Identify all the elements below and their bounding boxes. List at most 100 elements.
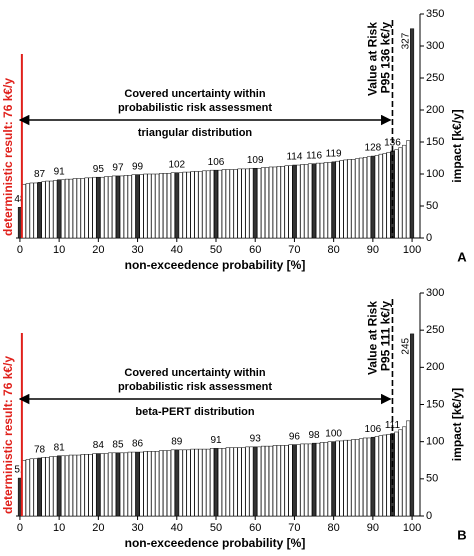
bar xyxy=(198,448,203,517)
bar xyxy=(288,444,293,517)
bar xyxy=(370,155,375,239)
distribution-label: beta-PERT distribution xyxy=(135,406,254,418)
bar xyxy=(308,443,313,517)
bar xyxy=(174,449,179,517)
bar xyxy=(155,173,160,239)
x-tick-label: 80 xyxy=(328,522,340,534)
bar xyxy=(319,442,324,517)
bar xyxy=(131,451,136,517)
bar xyxy=(115,452,120,517)
bar xyxy=(61,455,66,517)
bar xyxy=(398,429,403,517)
bar xyxy=(210,169,215,239)
deterministic-label: deterministic result: 76 k€/y xyxy=(1,356,15,514)
value-label: 245 xyxy=(401,337,412,354)
bar xyxy=(53,180,58,239)
covered-label: Covered uncertainty within xyxy=(124,88,265,100)
bar xyxy=(49,456,54,517)
bar xyxy=(382,153,387,239)
bar xyxy=(264,167,269,239)
bar xyxy=(394,431,399,517)
bar xyxy=(202,170,207,239)
bar xyxy=(355,158,360,239)
bar xyxy=(123,452,128,517)
bar xyxy=(257,167,262,239)
bar xyxy=(221,448,226,517)
covered-label: Covered uncertainty within xyxy=(124,367,265,379)
bar xyxy=(394,149,399,239)
bar xyxy=(45,457,50,517)
bar xyxy=(112,175,117,239)
bar xyxy=(210,448,215,517)
bar xyxy=(382,434,387,517)
bar xyxy=(206,170,211,239)
bar xyxy=(92,176,97,239)
bar xyxy=(29,458,34,517)
bar xyxy=(61,179,66,239)
value-label: 97 xyxy=(112,163,124,174)
x-tick-label: 10 xyxy=(53,244,65,256)
y-tick-label: 0 xyxy=(426,232,432,244)
bar xyxy=(37,182,42,239)
bar xyxy=(370,436,375,517)
x-tick-label: 40 xyxy=(171,244,183,256)
bar xyxy=(166,450,171,517)
bar xyxy=(213,169,219,239)
value-label: 100 xyxy=(325,428,342,439)
bar xyxy=(76,178,81,239)
bar xyxy=(355,439,360,517)
bar xyxy=(343,439,348,517)
bar xyxy=(143,451,148,517)
bar xyxy=(170,172,175,239)
bar xyxy=(72,178,77,239)
x-tick-label: 90 xyxy=(367,244,379,256)
bar xyxy=(253,446,258,517)
bar xyxy=(319,162,324,239)
y-tick-label: 200 xyxy=(426,361,444,373)
x-tick-label: 70 xyxy=(288,244,300,256)
bar xyxy=(406,420,411,517)
bar xyxy=(29,182,34,239)
value-label: 327 xyxy=(401,32,412,49)
value-label: 91 xyxy=(210,435,222,446)
x-tick-label: 60 xyxy=(249,522,261,534)
bar xyxy=(57,455,62,517)
bar xyxy=(406,140,411,239)
x-tick-label: 100 xyxy=(403,522,421,534)
bar xyxy=(359,157,364,239)
bar xyxy=(363,437,368,517)
x-axis-title: non-exceedence probability [%] xyxy=(125,258,306,272)
bar xyxy=(127,451,132,517)
bar xyxy=(359,438,364,517)
bar xyxy=(335,160,340,239)
x-tick-label: 90 xyxy=(367,522,379,534)
bar xyxy=(249,446,254,517)
bar xyxy=(68,454,73,517)
bar xyxy=(213,448,219,517)
bar xyxy=(68,178,73,239)
var-label: Value at Risk xyxy=(366,301,380,375)
bar xyxy=(402,426,407,517)
bar xyxy=(190,448,195,517)
bar xyxy=(249,167,254,239)
bar xyxy=(119,175,124,239)
bar xyxy=(104,176,109,239)
bar xyxy=(241,168,246,239)
bar xyxy=(323,162,328,239)
bar xyxy=(245,168,250,239)
bar xyxy=(151,451,156,517)
bar xyxy=(170,449,175,517)
x-tick-label: 100 xyxy=(403,244,421,256)
bar xyxy=(315,442,320,517)
bar xyxy=(386,151,391,239)
value-label: 106 xyxy=(208,157,225,168)
panel-label: B xyxy=(457,527,466,542)
bar xyxy=(398,147,403,239)
x-tick-label: 40 xyxy=(171,522,183,534)
bar xyxy=(284,445,289,517)
bar xyxy=(323,442,328,517)
bar xyxy=(194,171,199,239)
bar xyxy=(96,453,101,517)
value-label: 98 xyxy=(308,430,320,441)
bar xyxy=(217,169,222,239)
